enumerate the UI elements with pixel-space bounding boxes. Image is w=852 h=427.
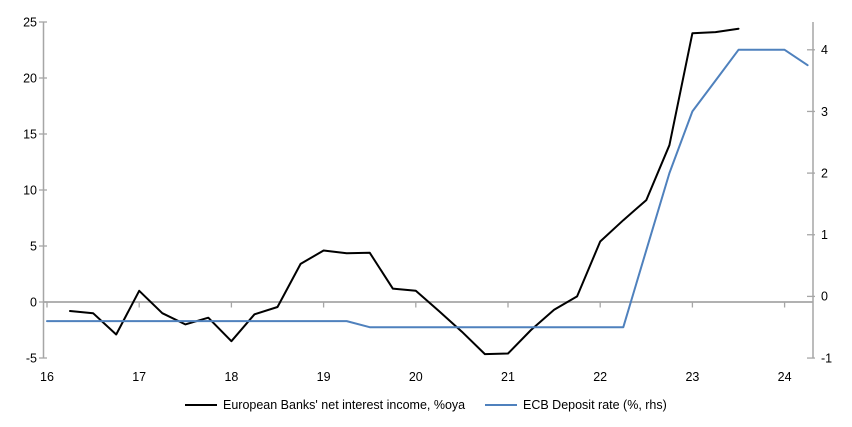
x-axis-tick-label: 23: [685, 370, 699, 384]
chart-legend: European Banks' net interest income, %oy…: [0, 396, 852, 416]
right-axis-tick-label: 1: [821, 228, 828, 242]
x-axis-tick-label: 20: [409, 370, 423, 384]
x-axis-tick-label: 24: [778, 370, 792, 384]
left-axis-tick-label: -5: [26, 351, 37, 365]
left-axis-tick-label: 0: [30, 295, 37, 309]
legend-item-ecb-deposit-rate: ECB Deposit rate (%, rhs): [485, 396, 667, 414]
legend-label-net-interest-income: European Banks' net interest income, %oy…: [223, 398, 466, 412]
legend-item-net-interest-income: European Banks' net interest income, %oy…: [185, 396, 465, 414]
x-axis-tick-label: 22: [593, 370, 607, 384]
right-axis-tick-label: 2: [821, 166, 828, 180]
left-axis-tick-label: 25: [23, 15, 37, 29]
x-axis-tick-label: 16: [40, 370, 54, 384]
right-axis-tick-label: 3: [821, 105, 828, 119]
legend-line-swatch-blue: [485, 404, 517, 406]
left-axis-tick-label: 15: [23, 127, 37, 141]
series-line-net-interest-income: [69, 27, 740, 356]
right-axis-tick-label: -1: [821, 351, 832, 365]
left-axis-tick-label: 10: [23, 183, 37, 197]
x-axis-tick-label: 19: [317, 370, 331, 384]
right-axis-tick-label: 0: [821, 290, 828, 304]
right-axis-tick-label: 4: [821, 43, 828, 57]
legend-line-swatch-black: [185, 404, 217, 406]
left-axis-tick-label: 5: [30, 239, 37, 253]
x-axis-tick-label: 21: [501, 370, 515, 384]
x-axis-tick-label: 18: [224, 370, 238, 384]
left-axis-tick-label: 20: [23, 71, 37, 85]
x-axis-tick-label: 17: [132, 370, 146, 384]
legend-label-ecb-deposit-rate: ECB Deposit rate (%, rhs): [523, 398, 667, 412]
series-line-ecb-deposit-rate: [46, 48, 809, 329]
